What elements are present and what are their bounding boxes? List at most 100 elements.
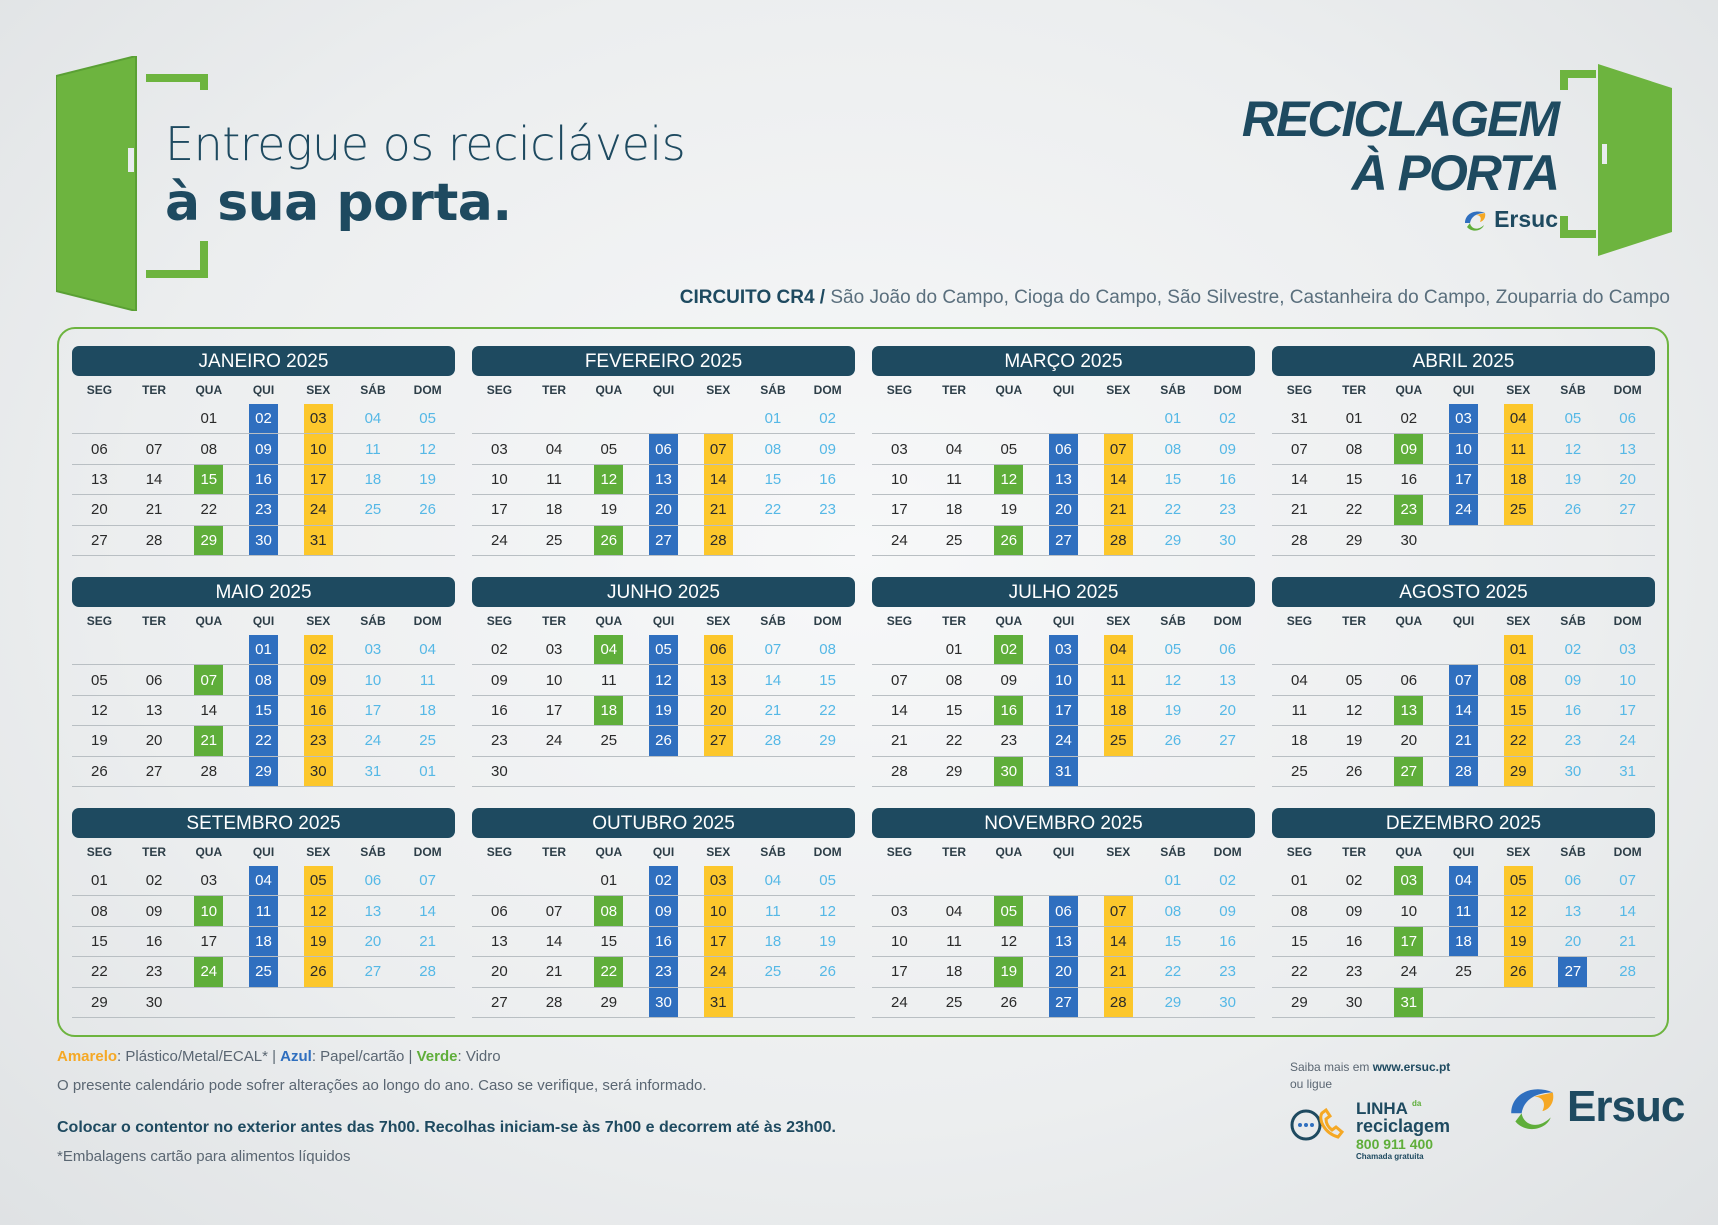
day-cell: 21 [1436,726,1491,757]
day-number: 07 [145,440,163,458]
day-cell [1600,988,1655,1018]
day-cell: 29 [800,726,855,757]
empty-day [1449,526,1478,555]
day-number: 09 [1345,902,1363,920]
month-calendar: JANEIRO 2025 SEG TER QUA QUI SEX SÁB DOM 01 02 03 0… [72,346,455,556]
day-cell: 19 [1490,926,1546,958]
day-cell: 17 [872,495,927,526]
day-number: 07 [1103,896,1133,926]
day-cell: 24 [1036,726,1091,757]
day-number: 02 [819,410,836,428]
day-cell: 18 [581,695,637,727]
day-number: 04 [419,641,436,659]
day-cell: 27 [1381,756,1437,787]
weekday-label: QUA [195,614,223,628]
day-number: 19 [994,957,1024,987]
day-number: 11 [765,902,781,920]
day-cell: 25 [745,957,801,988]
day-cell: 24 [1381,957,1437,988]
day-cell: 30 [1326,988,1382,1018]
day-cell: 10 [1600,665,1655,696]
day-cell [800,988,855,1018]
ersuc-logo-small: Ersuc [1242,206,1558,233]
day-cell: 22 [926,726,982,757]
day-number: 01 [1164,410,1182,428]
day-number: 08 [200,440,218,458]
day-number: 28 [1103,987,1133,1017]
day-cell: 14 [526,927,582,958]
website-link[interactable]: www.ersuc.pt [1372,1060,1451,1074]
day-cell: 07 [1600,866,1655,897]
day-number: 30 [648,987,678,1017]
day-cell: 31 [1600,757,1655,787]
day-number: 21 [145,501,163,519]
phone-number[interactable]: 800 911 400 [1356,1136,1434,1152]
weekday-label: DOM [813,614,842,628]
day-number: 27 [1048,987,1078,1017]
day-number: 07 [703,434,733,464]
day-cell [690,404,746,435]
day-number: 03 [1048,635,1078,665]
day-cell [745,988,801,1018]
day-number: 08 [1164,440,1182,458]
day-number: 16 [819,470,836,488]
day-number: 03 [1619,641,1636,659]
day-number: 25 [1455,963,1472,981]
day-number: 20 [1048,495,1078,525]
day-number: 08 [1164,902,1182,920]
day-cell: 08 [1272,896,1327,927]
day-cell: 09 [472,665,527,696]
day-number: 21 [891,732,908,750]
day-cell: 07 [690,434,746,465]
day-cell: 21 [181,726,237,757]
weekday-label: SEX [306,383,331,397]
day-number: 19 [91,732,108,750]
day-grid: 02 03 04 05 06 07 08 09 10 11 12 13 14 15 16 17 18 19 20 21… [472,635,855,787]
day-cell: 07 [1090,896,1146,927]
day-number: 17 [364,701,382,719]
day-cell: 08 [1145,434,1201,465]
day-cell: 09 [1326,896,1382,927]
day-number: 26 [1000,993,1018,1011]
month-calendar: AGOSTO 2025 SEG TER QUA QUI SEX SÁB DOM 01 02 03 04… [1272,577,1655,787]
day-number: 23 [1345,963,1363,981]
day-number: 28 [419,963,436,981]
empty-day [358,988,387,1017]
day-cell: 27 [472,988,527,1018]
day-cell: 13 [472,927,527,958]
day-number: 26 [819,963,836,981]
day-number: 25 [419,732,436,750]
day-number: 29 [945,762,963,780]
day-cell [926,404,982,435]
day-cell: 03 [290,404,346,435]
day-number: 05 [1345,671,1363,689]
day-number: 05 [1564,410,1582,428]
day-cell: 05 [290,866,346,897]
empty-day [704,757,733,786]
day-number: 27 [91,531,108,549]
day-cell: 28 [690,525,746,556]
day-number: 18 [364,470,382,488]
day-cell: 21 [872,726,927,757]
day-cell: 03 [181,866,237,897]
day-number: 10 [1048,665,1078,695]
weekday-label: SEG [1286,614,1313,628]
day-number: 02 [248,404,278,434]
weekday-label: DOM [413,845,442,859]
day-number: 11 [1503,434,1533,464]
day-cell [636,404,691,435]
day-number: 10 [1619,671,1636,689]
change-note: O presente calendário pode sofrer altera… [57,1077,707,1094]
weekday-label: SEX [1106,383,1131,397]
day-cell: 09 [126,896,182,927]
day-cell: 28 [1272,526,1327,556]
day-grid: 01 02 03 04 05 06 07 08 09 10 11 12 13 14 15 16 17 18 19 20… [872,404,1255,556]
day-number: 24 [891,531,908,549]
day-cell: 16 [1381,465,1437,496]
empty-day [413,526,442,555]
day-cell: 12 [1326,696,1382,727]
collection-rule: Colocar o contentor no exterior antes da… [57,1119,836,1136]
day-cell: 30 [236,525,291,556]
day-number: 05 [600,440,618,458]
day-cell: 22 [745,495,801,526]
